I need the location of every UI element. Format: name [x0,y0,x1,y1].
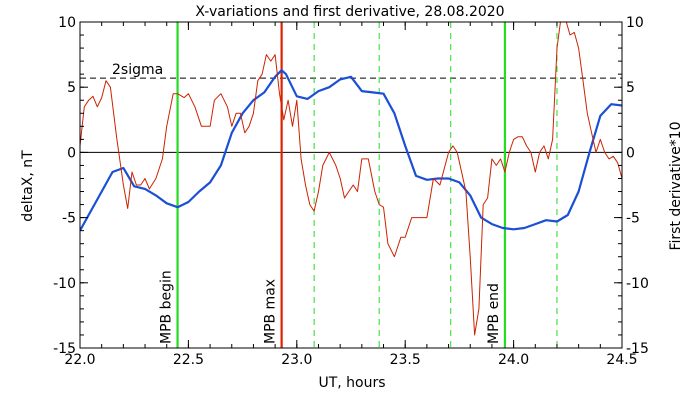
x-tick-label-3: 23.5 [390,352,421,368]
y-tick-label-right-3: -5 [626,211,640,227]
axes [79,21,623,349]
y-tick-label-right-4: -10 [626,276,649,292]
marker-label-mpb-max: MPB max [263,279,279,344]
y-tick-label-left-4: -10 [53,276,76,292]
series-deltax-line [80,69,622,232]
marker-label-mpb-end: MPB end [486,283,502,344]
plot-content [80,22,622,348]
chart-title: X-variations and first derivative, 28.08… [195,4,504,20]
two-sigma-label: 2sigma [112,62,163,78]
y-tick-label-right-2: 0 [626,145,635,161]
y-axis-label-right: First derivative*10 [668,121,684,250]
x-tick-label-1: 22.5 [173,352,204,368]
y-tick-label-left-3: -5 [62,211,76,227]
x-tick-label-0: 22.0 [64,352,95,368]
y-tick-label-left-5: -15 [53,341,76,357]
x-axis-label: UT, hours [318,375,385,391]
y-tick-label-left-2: 0 [67,145,76,161]
x-tick-label-4: 24.0 [498,352,529,368]
x-tick-label-2: 23.0 [281,352,312,368]
y-tick-label-left-0: 10 [58,15,76,31]
y-axis-label-left: deltaX, nT [20,150,36,222]
marker-label-mpb-begin: MPB begin [159,270,175,344]
plot-frame [79,21,623,349]
series-derivative-line [80,22,622,336]
x-tick-label-5: 24.5 [606,352,637,368]
y-tick-label-right-0: 10 [626,15,644,31]
y-tick-label-right-5: -15 [626,341,649,357]
y-tick-label-left-1: 5 [67,80,76,96]
y-tick-label-right-1: 5 [626,80,635,96]
